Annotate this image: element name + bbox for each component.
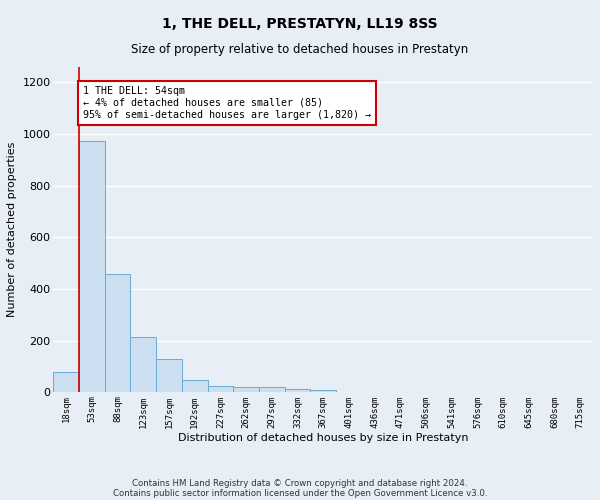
Bar: [53, 372, 79, 392]
Bar: [233, 387, 259, 392]
Bar: [130, 337, 156, 392]
Bar: [259, 388, 284, 392]
Bar: [310, 390, 336, 392]
Bar: [156, 359, 182, 392]
Text: Contains HM Land Registry data © Crown copyright and database right 2024.: Contains HM Land Registry data © Crown c…: [132, 478, 468, 488]
Bar: [79, 140, 105, 392]
Text: Contains public sector information licensed under the Open Government Licence v3: Contains public sector information licen…: [113, 488, 487, 498]
X-axis label: Distribution of detached houses by size in Prestatyn: Distribution of detached houses by size …: [178, 433, 469, 443]
Bar: [284, 390, 310, 392]
Bar: [105, 274, 130, 392]
Text: 1, THE DELL, PRESTATYN, LL19 8SS: 1, THE DELL, PRESTATYN, LL19 8SS: [162, 18, 438, 32]
Text: 1 THE DELL: 54sqm
← 4% of detached houses are smaller (85)
95% of semi-detached : 1 THE DELL: 54sqm ← 4% of detached house…: [83, 86, 371, 120]
Y-axis label: Number of detached properties: Number of detached properties: [7, 142, 17, 318]
Bar: [182, 380, 208, 392]
Bar: [208, 386, 233, 392]
Text: Size of property relative to detached houses in Prestatyn: Size of property relative to detached ho…: [131, 42, 469, 56]
